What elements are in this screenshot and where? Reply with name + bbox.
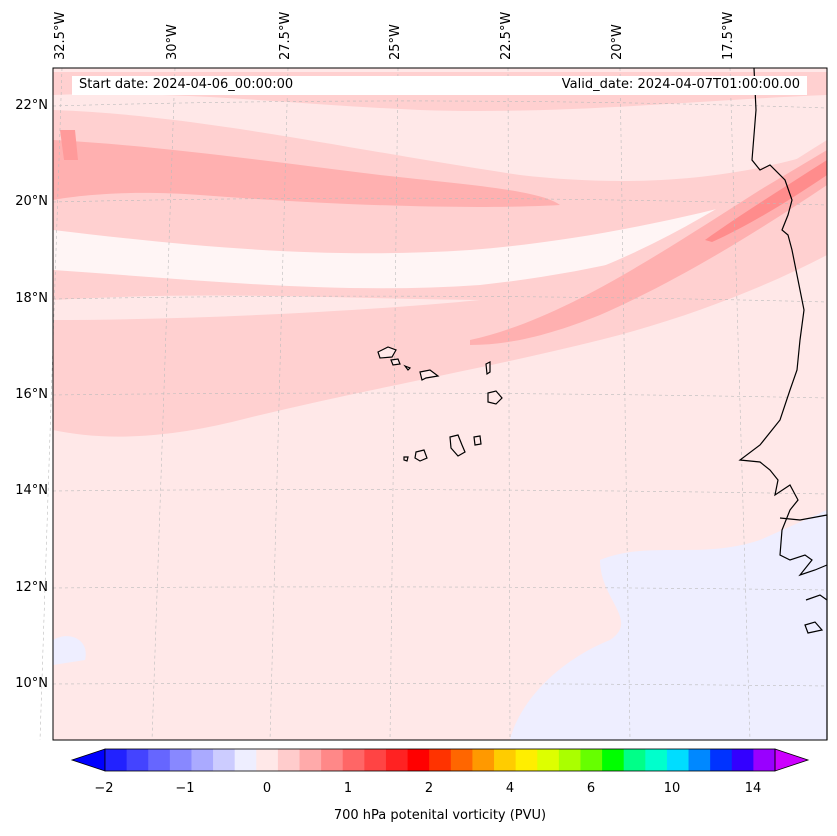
cape-verde-islands bbox=[377, 346, 503, 462]
colorbar bbox=[70, 748, 810, 772]
colorbar-tick: 4 bbox=[505, 781, 515, 796]
colorbar-tick: 10 bbox=[663, 781, 681, 796]
colorbar-cell bbox=[688, 749, 711, 771]
colorbar-cell bbox=[494, 749, 517, 771]
colorbar-cell bbox=[515, 749, 538, 771]
colorbar-cell bbox=[753, 749, 776, 771]
colorbar-cell bbox=[602, 749, 625, 771]
colorbar-label: 700 hPa potenital vorticity (PVU) bbox=[333, 808, 547, 823]
colorbar-cell bbox=[385, 749, 409, 771]
lon-label: 30°W bbox=[165, 24, 180, 60]
colorbar-cell bbox=[148, 749, 171, 771]
colorbar-cell bbox=[623, 749, 646, 771]
pv-negative-w bbox=[53, 636, 86, 665]
lat-label: 16°N bbox=[15, 387, 48, 402]
pv-field bbox=[53, 68, 827, 740]
colorbar-cell bbox=[450, 749, 473, 771]
colorbar-cell bbox=[472, 749, 495, 771]
colorbar-cell bbox=[256, 749, 279, 771]
date-info-bar: Start date: 2024-04-06_00:00:00 Valid_da… bbox=[72, 76, 807, 95]
colorbar-tick: −2 bbox=[94, 781, 114, 796]
colorbar-cell bbox=[537, 749, 560, 771]
lat-label: 22°N bbox=[15, 98, 48, 113]
pv-white-band bbox=[53, 180, 827, 289]
valid-date: Valid_date: 2024-04-07T01:00:00.00 bbox=[561, 77, 800, 92]
lon-label: 22.5°W bbox=[499, 11, 514, 60]
colorbar-tick: −1 bbox=[175, 781, 195, 796]
colorbar-tick: 14 bbox=[744, 781, 762, 796]
lat-label: 10°N bbox=[15, 676, 48, 691]
lat-label: 14°N bbox=[15, 483, 48, 498]
lon-label: 25°W bbox=[388, 24, 403, 60]
colorbar-cell bbox=[407, 749, 430, 771]
colorbar-max-extend bbox=[774, 748, 810, 772]
colorbar-cell bbox=[710, 749, 733, 771]
lon-label: 20°W bbox=[610, 24, 625, 60]
lat-label: 20°N bbox=[15, 194, 48, 209]
lat-label: 18°N bbox=[15, 291, 48, 306]
lon-label: 17.5°W bbox=[721, 11, 736, 60]
colorbar-tick: 1 bbox=[343, 781, 353, 796]
colorbar-tick: 0 bbox=[262, 781, 272, 796]
colorbar-cell bbox=[234, 749, 257, 771]
colorbar-cell bbox=[558, 749, 581, 771]
colorbar-cell bbox=[666, 749, 690, 771]
lon-label: 32.5°W bbox=[53, 11, 68, 60]
colorbar-cell bbox=[342, 749, 365, 771]
lon-label: 27.5°W bbox=[278, 11, 293, 60]
colorbar-cell bbox=[191, 749, 214, 771]
colorbar-cell bbox=[277, 749, 301, 771]
colorbar-cell bbox=[645, 749, 668, 771]
pv-jet-core bbox=[705, 160, 827, 242]
map-frame bbox=[52, 67, 828, 741]
gridlines bbox=[39, 67, 828, 741]
start-date: Start date: 2024-04-06_00:00:00 bbox=[79, 77, 294, 92]
colorbar-cell bbox=[429, 749, 452, 771]
lat-label: 12°N bbox=[15, 580, 48, 595]
pv-streak-north bbox=[53, 140, 560, 207]
pv-band-mid bbox=[53, 140, 827, 437]
colorbar-cell bbox=[731, 749, 754, 771]
colorbar-min-extend bbox=[70, 748, 106, 772]
colorbar-cell bbox=[126, 749, 149, 771]
colorbar-cell bbox=[580, 749, 603, 771]
pv-spot-top bbox=[60, 130, 78, 160]
colorbar-cell bbox=[364, 749, 387, 771]
colorbar-tick: 2 bbox=[424, 781, 434, 796]
colorbar-cell bbox=[105, 749, 128, 771]
colorbar-cell bbox=[213, 749, 236, 771]
pv-negative-se bbox=[510, 510, 827, 740]
colorbar-cell bbox=[169, 749, 192, 771]
colorbar-tick: 6 bbox=[586, 781, 596, 796]
colorbar-cell bbox=[299, 749, 322, 771]
colorbar-cell bbox=[321, 749, 344, 771]
